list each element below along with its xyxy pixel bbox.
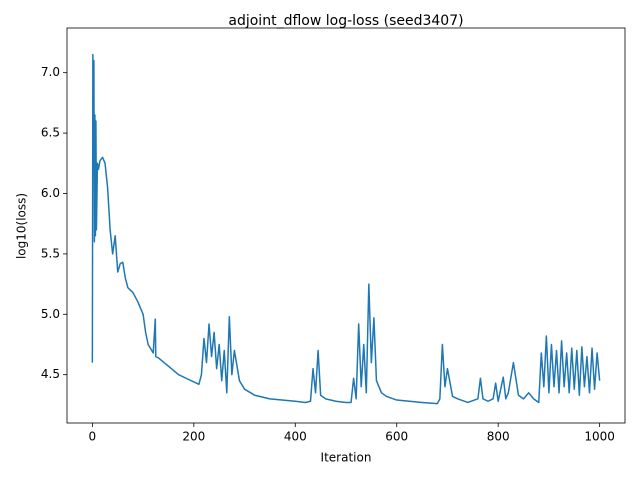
y-tick-label: 6.0 bbox=[41, 186, 60, 200]
line bbox=[91, 53, 601, 405]
x-tick-label: 600 bbox=[385, 430, 408, 444]
x-tick-label: 200 bbox=[182, 430, 205, 444]
y-tick-label: 6.5 bbox=[41, 126, 60, 140]
x-tick-label: 800 bbox=[487, 430, 510, 444]
plot-frame bbox=[66, 27, 626, 424]
x-axis-label: Iteration bbox=[321, 451, 372, 465]
y-tick-label: 4.5 bbox=[41, 367, 60, 381]
x-tick-label: 400 bbox=[284, 430, 307, 444]
y-tick-label: 5.0 bbox=[41, 307, 60, 321]
chart-title: adjoint_dflow log-loss (seed3407) bbox=[228, 13, 463, 29]
y-tick-label: 7.0 bbox=[41, 65, 60, 79]
x-tick-label: 1000 bbox=[584, 430, 615, 444]
y-axis-label: log10(loss) bbox=[15, 193, 29, 259]
x-tick-label: 0 bbox=[89, 430, 97, 444]
y-tick-label: 5.5 bbox=[41, 246, 60, 260]
